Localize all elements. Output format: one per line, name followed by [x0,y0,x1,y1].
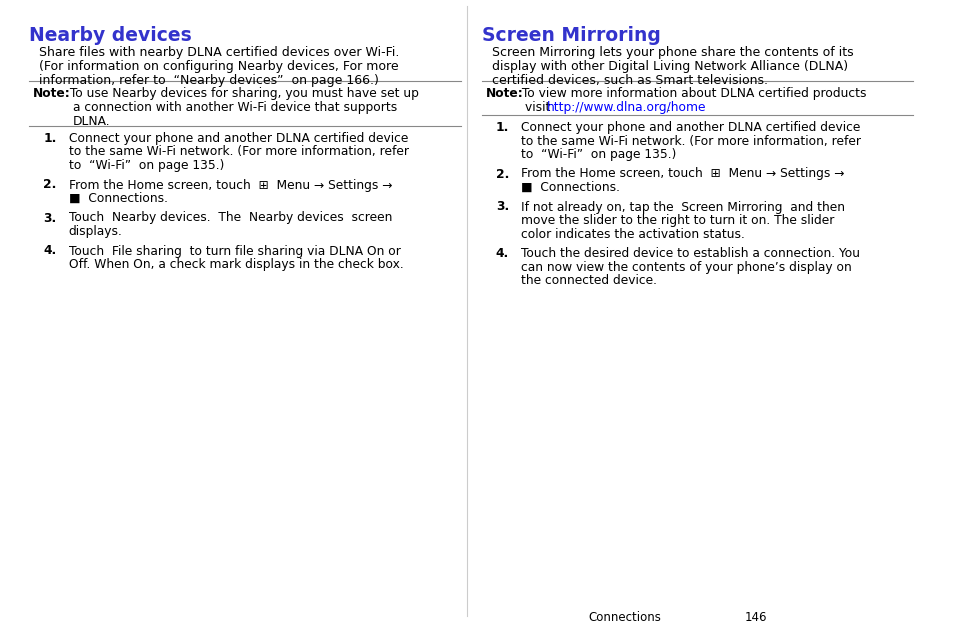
Text: ■  Connections.: ■ Connections. [520,181,619,194]
Text: Note:: Note: [485,87,523,100]
Text: a connection with another Wi-Fi device that supports: a connection with another Wi-Fi device t… [72,101,396,114]
Text: Share files with nearby DLNA certified devices over Wi-Fi.: Share files with nearby DLNA certified d… [39,46,399,59]
Text: certified devices, such as Smart televisions.: certified devices, such as Smart televis… [492,74,767,87]
Text: .: . [665,101,670,114]
Text: 2.: 2. [43,179,56,191]
Text: 4.: 4. [496,247,509,260]
Text: 3.: 3. [496,200,509,214]
Text: To use Nearby devices for sharing, you must have set up: To use Nearby devices for sharing, you m… [66,87,418,100]
Text: Screen Mirroring lets your phone share the contents of its: Screen Mirroring lets your phone share t… [492,46,853,59]
Text: 1.: 1. [496,121,509,134]
Text: can now view the contents of your phone’s display on: can now view the contents of your phone’… [520,261,851,273]
Text: color indicates the activation status.: color indicates the activation status. [520,228,744,240]
Text: 2.: 2. [496,167,509,181]
Text: Touch  Nearby devices.  The  Nearby devices  screen: Touch Nearby devices. The Nearby devices… [69,212,392,225]
Text: 4.: 4. [43,244,56,258]
Text: displays.: displays. [69,225,122,238]
Text: Screen Mirroring: Screen Mirroring [481,26,660,45]
Text: to  “Wi-Fi”  on page 135.): to “Wi-Fi” on page 135.) [69,159,224,172]
Text: ■  Connections.: ■ Connections. [69,192,168,205]
Text: (For information on configuring Nearby devices, For more: (For information on configuring Nearby d… [39,60,398,73]
Text: Touch  File sharing  to turn file sharing via DLNA On or: Touch File sharing to turn file sharing … [69,244,400,258]
Text: 146: 146 [744,611,766,624]
Text: From the Home screen, touch  ⊞  Menu → Settings →: From the Home screen, touch ⊞ Menu → Set… [69,179,392,191]
Text: information, refer to  “Nearby devices”  on page 166.): information, refer to “Nearby devices” o… [39,74,378,87]
Text: visit: visit [525,101,554,114]
Text: If not already on, tap the  Screen Mirroring  and then: If not already on, tap the Screen Mirror… [520,200,844,214]
Text: Note:: Note: [33,87,71,100]
Text: Connections: Connections [587,611,660,624]
Text: Connect your phone and another DLNA certified device: Connect your phone and another DLNA cert… [69,132,408,145]
Text: Connect your phone and another DLNA certified device: Connect your phone and another DLNA cert… [520,121,860,134]
Text: the connected device.: the connected device. [520,274,657,287]
Text: DLNA.: DLNA. [72,115,110,128]
Text: to the same Wi-Fi network. (For more information, refer: to the same Wi-Fi network. (For more inf… [69,146,408,158]
Text: 3.: 3. [43,212,56,225]
Text: Off. When On, a check mark displays in the check box.: Off. When On, a check mark displays in t… [69,258,403,271]
Text: 1.: 1. [43,132,56,145]
Text: to  “Wi-Fi”  on page 135.): to “Wi-Fi” on page 135.) [520,148,676,161]
Text: http://www.dlna.org/home: http://www.dlna.org/home [546,101,705,114]
Text: Nearby devices: Nearby devices [30,26,192,45]
Text: move the slider to the right to turn it on. The slider: move the slider to the right to turn it … [520,214,834,227]
Text: to the same Wi-Fi network. (For more information, refer: to the same Wi-Fi network. (For more inf… [520,134,861,148]
Text: To view more information about DLNA certified products: To view more information about DLNA cert… [517,87,866,100]
Text: display with other Digital Living Network Alliance (DLNA): display with other Digital Living Networ… [492,60,847,73]
Text: Touch the desired device to establish a connection. You: Touch the desired device to establish a … [520,247,860,260]
Text: From the Home screen, touch  ⊞  Menu → Settings →: From the Home screen, touch ⊞ Menu → Set… [520,167,844,181]
